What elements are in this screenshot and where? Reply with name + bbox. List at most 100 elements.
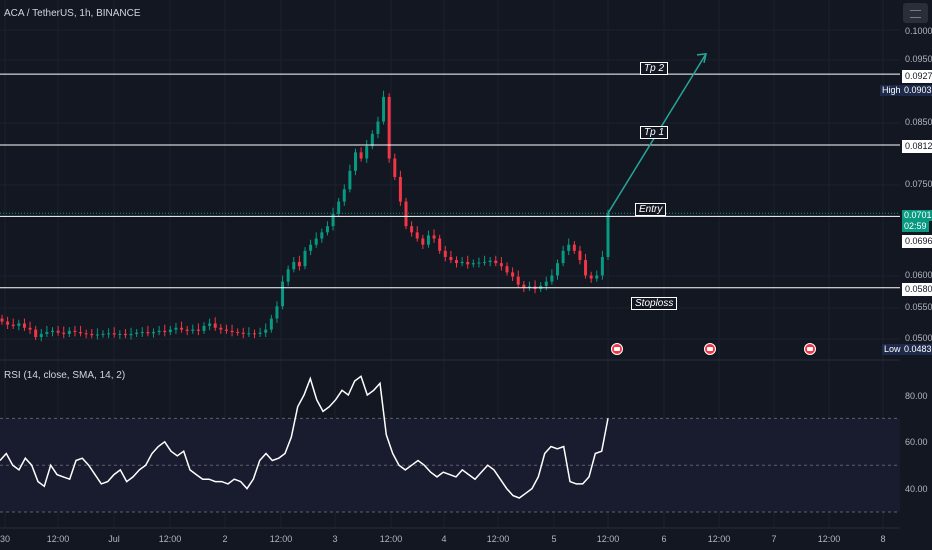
rsi-tick: 60.00: [905, 437, 928, 447]
candle-body: [28, 327, 32, 330]
candle-body: [107, 333, 111, 335]
candle-body: [90, 333, 94, 336]
time-tick: 12:00: [269, 534, 293, 544]
calendar-event-icon[interactable]: [704, 343, 716, 355]
time-tick: 5: [551, 534, 557, 544]
candle-body: [387, 96, 391, 159]
calendar-event-icon[interactable]: [804, 343, 816, 355]
arrow-head: [696, 52, 707, 64]
candle-body: [185, 329, 189, 331]
candle-body: [348, 170, 352, 190]
candle-body: [264, 329, 268, 333]
candle-body: [297, 261, 301, 267]
candle-body: [426, 235, 430, 245]
candle-body: [309, 244, 313, 251]
candle-body: [208, 323, 212, 326]
time-tick: 3: [332, 534, 338, 544]
candle-body: [455, 260, 458, 264]
candle-body: [123, 333, 127, 336]
high-label: High: [880, 85, 903, 96]
time-tick: 12:00: [707, 534, 731, 544]
candle-body: [320, 232, 324, 239]
tp2-label[interactable]: Tp 2: [640, 62, 669, 75]
time-tick: 8: [880, 534, 886, 544]
calendar-event-icon[interactable]: [611, 343, 623, 355]
time-tick: 12:00: [596, 534, 620, 544]
candle-body: [488, 260, 492, 262]
tp1-label[interactable]: Tp 1: [640, 126, 669, 139]
time-tick: 7: [771, 534, 777, 544]
candle-body: [202, 325, 206, 331]
candle-body: [286, 269, 290, 282]
time-tick: 30: [0, 534, 11, 544]
candle-body: [415, 232, 419, 239]
candle-body: [157, 330, 161, 333]
candlestick-series: [0, 90, 610, 342]
time-tick: Jul: [108, 534, 120, 544]
candle-body: [34, 329, 38, 337]
candle-body: [135, 332, 139, 334]
candle-body: [174, 327, 178, 330]
candle-body: [359, 152, 363, 159]
price-tick: 0.0750: [905, 179, 932, 189]
candle-body: [213, 323, 217, 328]
candle-body: [118, 333, 122, 335]
rsi-tick: 40.00: [905, 484, 928, 494]
candle-body: [567, 244, 571, 251]
tp1-price-tag: 0.0812: [902, 140, 932, 153]
candle-body: [191, 329, 195, 331]
candle-body: [516, 276, 520, 285]
entry-price-tag: 0.0696: [902, 235, 932, 248]
rsi-band: [0, 417, 900, 513]
candle-body: [303, 250, 307, 267]
rsi-indicator-title[interactable]: RSI (14, close, SMA, 14, 2): [4, 370, 126, 381]
rsi-line-group: [0, 375, 609, 499]
horizontal-levels: [0, 73, 900, 289]
candle-body: [561, 250, 565, 264]
price-tick: 0.0550: [905, 302, 932, 312]
candle-body: [460, 261, 464, 264]
candle-body: [11, 324, 15, 326]
candle-body: [196, 329, 200, 331]
candle-body: [449, 256, 453, 261]
candle-body: [62, 332, 66, 334]
stoploss-price-tag: 0.0580: [902, 283, 932, 296]
candle-body: [79, 332, 83, 334]
candle-body: [443, 250, 447, 257]
candle-body: [511, 272, 515, 277]
rsi-tick: 80.00: [905, 391, 928, 401]
time-tick: 4: [441, 534, 447, 544]
candle-body: [471, 263, 475, 265]
candle-body: [527, 286, 531, 288]
candle-body: [505, 266, 509, 273]
tp2-price-tag: 0.0927: [902, 70, 932, 83]
candle-body: [224, 329, 228, 331]
rsi-line: [0, 375, 609, 499]
countdown-tag: 02:59: [902, 221, 929, 232]
candle-body: [544, 281, 548, 286]
candle-body: [314, 238, 318, 245]
candle-body: [230, 330, 234, 333]
candle-body: [22, 323, 26, 328]
candle-body: [253, 333, 256, 335]
candle-body: [331, 213, 335, 227]
candle-body: [84, 333, 88, 335]
price-tick: 0.0600: [905, 270, 932, 280]
entry-label[interactable]: Entry: [635, 203, 667, 216]
candle-body: [146, 332, 150, 334]
candle-body: [140, 332, 144, 334]
collapse-button[interactable]: [903, 3, 928, 23]
candle-body: [494, 260, 498, 264]
candle-body: [499, 263, 503, 267]
candle-body: [45, 332, 49, 334]
candle-body: [180, 327, 184, 330]
symbol-title[interactable]: ACA / TetherUS, 1h, BINANCE: [4, 8, 141, 19]
candle-body: [163, 330, 167, 333]
candle-body: [236, 332, 240, 334]
candle-body: [578, 250, 582, 261]
candle-body: [168, 329, 172, 333]
candle-body: [483, 261, 487, 263]
stoploss-label[interactable]: Stoploss: [631, 297, 678, 310]
candle-body: [101, 333, 105, 335]
